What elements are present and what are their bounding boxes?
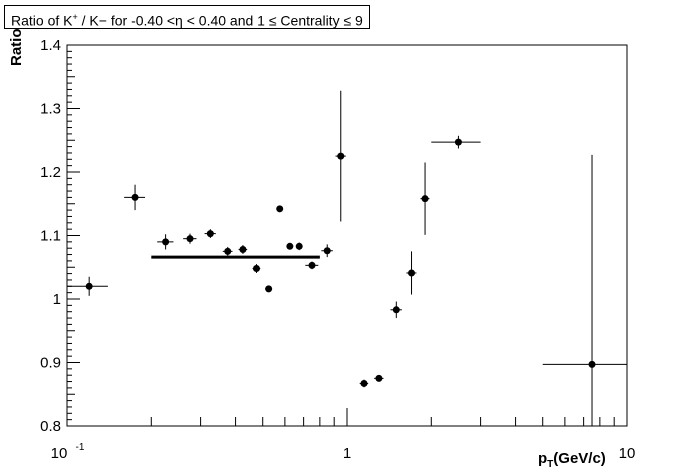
data-point [131, 193, 139, 201]
plot-frame [66, 44, 628, 427]
data-point [323, 247, 331, 255]
data-point [408, 269, 416, 277]
data-point [286, 242, 294, 250]
y-tick-label: 0.9 [40, 355, 61, 372]
data-point [588, 360, 596, 368]
title-text-1: Ratio of K [11, 12, 73, 29]
chart-title: Ratio of K+ / K− for -0.40 <η < 0.40 and… [4, 5, 370, 29]
title-kminus-sign: − [98, 12, 107, 29]
data-point [375, 374, 383, 382]
y-tick-label: 0.8 [40, 418, 61, 435]
y-tick-label: 1 [53, 291, 61, 308]
data-point [337, 152, 345, 160]
title-kplus-sign: + [72, 12, 78, 22]
data-point [392, 306, 400, 314]
x-tick-exponent: -1 [76, 442, 85, 453]
y-tick-label: 1.3 [40, 101, 61, 118]
data-point [186, 235, 194, 243]
data-point [276, 205, 284, 213]
x-axis-label-sub: T [547, 459, 554, 470]
x-tick-label: 1 [343, 445, 351, 462]
x-axis-label: pT(GeV/c) [538, 450, 606, 470]
title-text-3: for -0.40 < [106, 12, 176, 29]
y-tick-label: 1.4 [40, 37, 61, 54]
data-point [162, 238, 170, 246]
data-point [308, 261, 316, 269]
data-point [85, 282, 93, 290]
y-tick-label: 1.2 [40, 164, 61, 181]
data-point [360, 379, 368, 387]
data-point [224, 247, 232, 255]
title-text-4: < 0.40 and 1 ≤ Centrality ≤ 9 [182, 12, 363, 29]
x-axis-label-unit: (GeV/c) [553, 450, 606, 467]
data-point [295, 242, 303, 250]
x-axis-label-main: p [538, 450, 548, 467]
title-text-2: / K [77, 12, 99, 29]
x-tick-label: 10 [619, 445, 636, 462]
data-point [265, 285, 273, 293]
data-point [252, 265, 260, 273]
y-axis-label: Ratio [8, 28, 25, 67]
data-point [206, 230, 214, 238]
data-point [421, 195, 429, 203]
y-tick-label: 1.1 [40, 228, 61, 245]
x-tick-label: 10 [51, 445, 68, 462]
title-eta-symbol: η [175, 12, 183, 29]
data-point [454, 138, 462, 146]
data-point [239, 245, 247, 253]
